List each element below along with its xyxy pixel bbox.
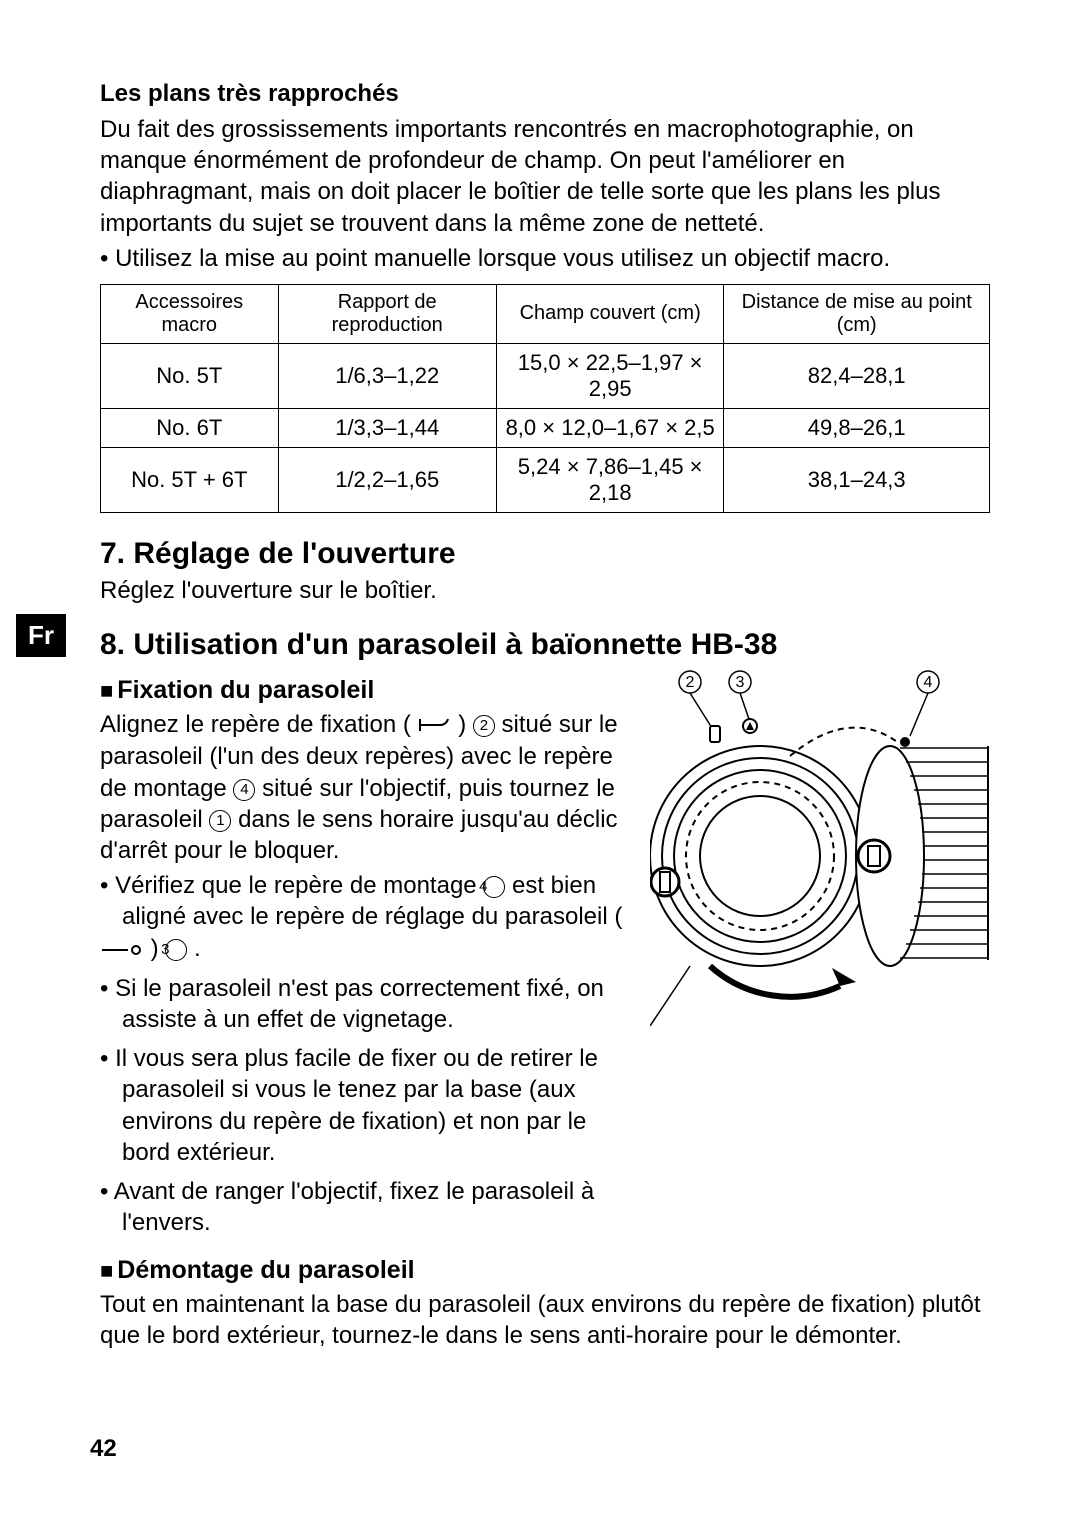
sec7-body: Réglez l'ouverture sur le boîtier.: [100, 575, 990, 606]
callout-3-icon: 3: [165, 939, 187, 961]
diagram-label-3: 3: [736, 674, 745, 691]
table-cell: 1/2,2–1,65: [278, 447, 496, 512]
callout-4-icon: 4: [233, 779, 255, 801]
section-7: 7. Réglage de l'ouverture Réglez l'ouver…: [100, 537, 990, 606]
table-cell: 8,0 × 12,0–1,67 × 2,5: [496, 408, 724, 447]
diagram-label-2: 2: [686, 674, 695, 691]
table-cell: No. 5T + 6T: [101, 447, 279, 512]
table-header: Accessoires macro: [101, 284, 279, 343]
list-item: Vérifiez que le repère de montage 4 est …: [100, 870, 632, 965]
table-row: No. 5T + 6T 1/2,2–1,65 5,24 × 7,86–1,45 …: [101, 447, 990, 512]
table-cell: 15,0 × 22,5–1,97 × 2,95: [496, 343, 724, 408]
callout-1-icon: 1: [209, 810, 231, 832]
text-run: Vérifiez que le repère de montage: [115, 872, 483, 899]
table-cell: 49,8–26,1: [724, 408, 990, 447]
fixation-subhead: Fixation du parasoleil: [100, 676, 632, 705]
text-run: ): [458, 711, 473, 738]
page-number: 42: [90, 1435, 117, 1463]
sec8-title: 8. Utilisation d'un parasoleil à baïonne…: [100, 628, 990, 662]
plans-title: Les plans très rapprochés: [100, 80, 990, 108]
hood-diagram: 2 3 4: [650, 666, 990, 1036]
table-cell: No. 6T: [101, 408, 279, 447]
table-header: Rapport de reproduction: [278, 284, 496, 343]
sec7-title: 7. Réglage de l'ouverture: [100, 537, 990, 571]
section-8: 8. Utilisation d'un parasoleil à baïonne…: [100, 628, 990, 1352]
table-cell: 1/6,3–1,22: [278, 343, 496, 408]
table-row: No. 5T 1/6,3–1,22 15,0 × 22,5–1,97 × 2,9…: [101, 343, 990, 408]
diagram-label-4: 4: [924, 674, 933, 691]
table-row: No. 6T 1/3,3–1,44 8,0 × 12,0–1,67 × 2,5 …: [101, 408, 990, 447]
demontage-subhead: Démontage du parasoleil: [100, 1256, 990, 1285]
fixation-bullets: Vérifiez que le repère de montage 4 est …: [100, 870, 632, 1238]
fixation-paragraph: Alignez le repère de fixation ( ) 2 situ…: [100, 709, 632, 866]
text-run: .: [194, 935, 201, 962]
callout-4-icon: 4: [483, 876, 505, 898]
list-item: Si le parasoleil n'est pas correctement …: [100, 973, 632, 1035]
callout-2-icon: 2: [473, 715, 495, 737]
hood-align-mark-icon: [122, 934, 144, 965]
table-cell: No. 5T: [101, 343, 279, 408]
list-item: Avant de ranger l'objectif, fixez le par…: [100, 1176, 632, 1238]
table-cell: 82,4–28,1: [724, 343, 990, 408]
list-item: Il vous sera plus facile de fixer ou de …: [100, 1043, 632, 1168]
table-cell: 38,1–24,3: [724, 447, 990, 512]
section-plans: Les plans très rapprochés Du fait des gr…: [100, 80, 990, 274]
hood-mark-icon: [418, 710, 452, 741]
plans-bullet: Utilisez la mise au point manuelle lorsq…: [100, 243, 990, 274]
plans-body: Du fait des grossissements importants re…: [100, 114, 990, 239]
demontage-body: Tout en maintenant la base du parasoleil…: [100, 1289, 990, 1351]
text-run: Alignez le repère de fixation (: [100, 711, 411, 738]
table-cell: 5,24 × 7,86–1,45 × 2,18: [496, 447, 724, 512]
table-header: Distance de mise au point (cm): [724, 284, 990, 343]
table-header: Champ couvert (cm): [496, 284, 724, 343]
language-tab: Fr: [16, 614, 66, 657]
macro-accessories-table: Accessoires macro Rapport de reproductio…: [100, 284, 990, 513]
table-cell: 1/3,3–1,44: [278, 408, 496, 447]
